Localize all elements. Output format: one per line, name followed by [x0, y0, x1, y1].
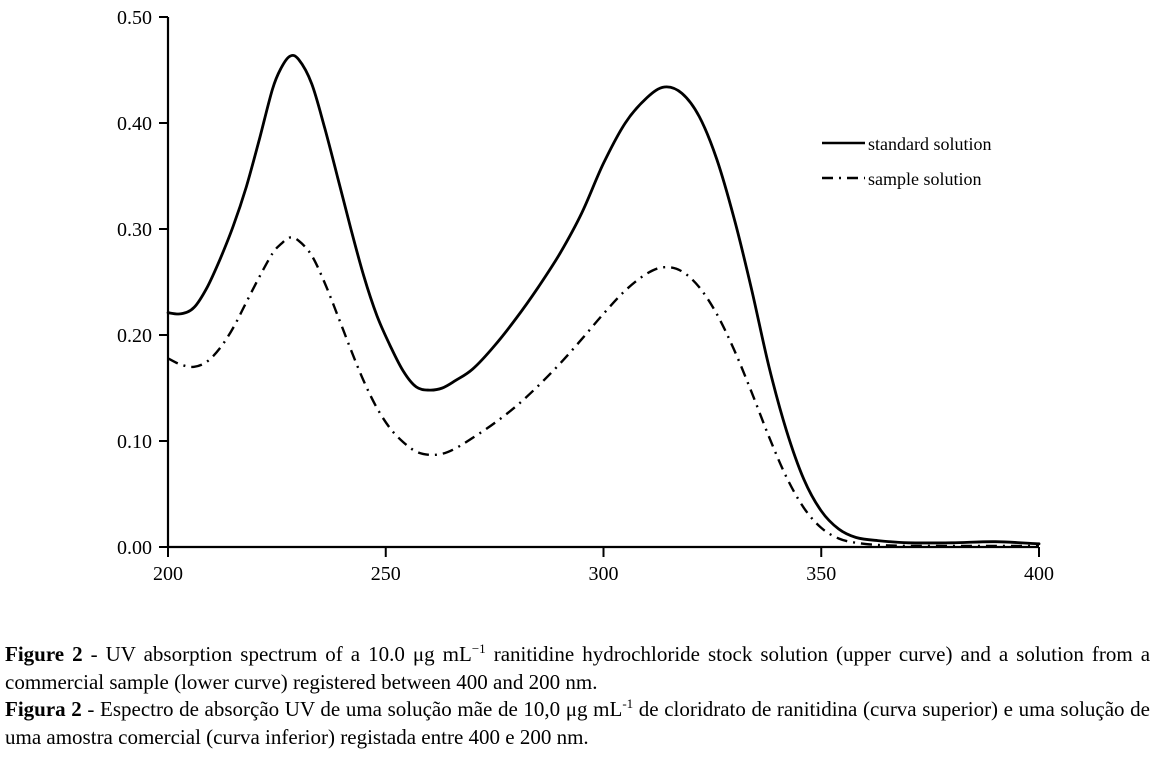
- y-tick-label: 0.50: [117, 7, 152, 29]
- caption-pt-text: - Espectro de absorção UV de uma solução…: [81, 697, 623, 721]
- caption-pt-figure-label: Figura 2: [5, 697, 82, 721]
- figure-captions: Figure 2 - UV absorption spectrum of a 1…: [0, 627, 1150, 751]
- x-tick-label: 250: [371, 563, 401, 585]
- caption-portuguese: Figura 2 - Espectro de absorção UV de um…: [5, 696, 1150, 751]
- y-tick-label: 0.20: [117, 325, 152, 347]
- y-tick-label: 0.40: [117, 113, 152, 135]
- standard-solution-curve: [166, 53, 1041, 546]
- uv-spectrum-chart: 0.00 0.10 0.20 0.30 0.40 0.50 200 250 300 350 400 s…: [117, 7, 1054, 585]
- caption-en-text: - UV absorption spectrum of a 10.0 μg mL: [82, 642, 472, 666]
- caption-en-figure-label: Figure 2: [5, 642, 83, 666]
- y-tick-label: 0.00: [117, 537, 152, 559]
- caption-pt-superscript: -1: [622, 696, 634, 711]
- x-tick-label: 200: [153, 563, 183, 585]
- caption-pt-text-rest: de cloridrato de ranitidina (curva super…: [5, 697, 1150, 749]
- y-tick-label: 0.30: [117, 219, 152, 241]
- legend-standard-solution-label: standard solution: [868, 134, 992, 154]
- y-tick-label: 0.10: [117, 431, 152, 453]
- sample-solution-curve: [167, 236, 1039, 548]
- x-tick-label: 300: [589, 563, 619, 585]
- caption-en-text-rest: ranitidine hydrochloride stock solution …: [5, 642, 1151, 694]
- x-tick-label: 400: [1024, 563, 1054, 585]
- caption-english: Figure 2 - UV absorption spectrum of a 1…: [5, 641, 1150, 696]
- caption-en-superscript: −1: [471, 641, 486, 656]
- legend-sample-solution-label: sample solution: [868, 169, 982, 189]
- x-tick-label: 350: [806, 563, 836, 585]
